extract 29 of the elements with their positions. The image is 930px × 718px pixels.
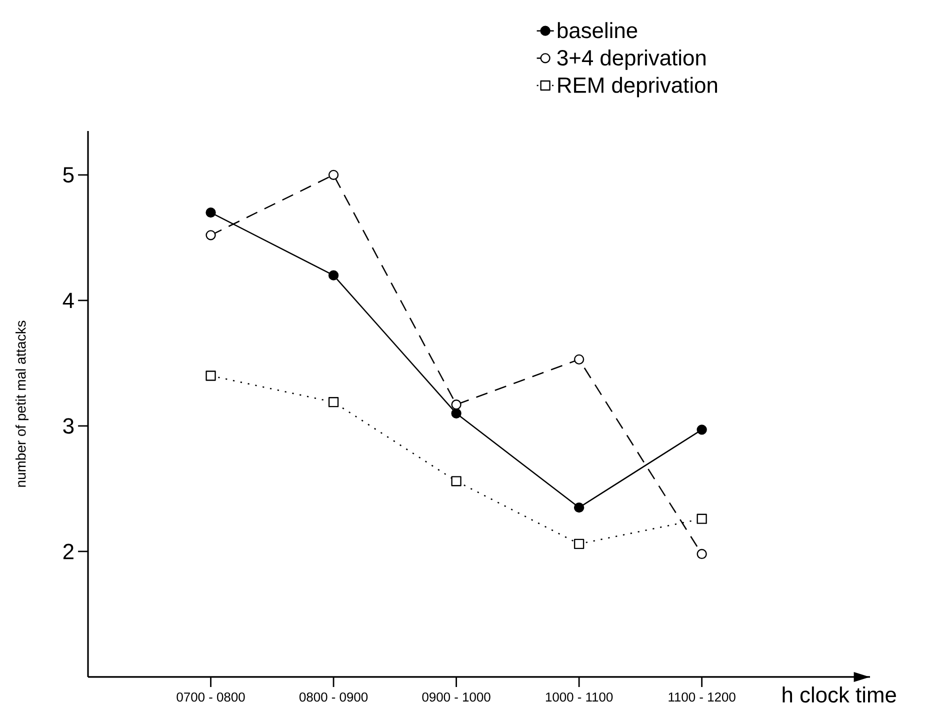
y-tick-label: 3 (63, 418, 74, 434)
point (696, 424, 707, 435)
x-tick-label: 0700 - 0800 (176, 692, 245, 702)
point (206, 230, 216, 240)
point (206, 207, 216, 218)
point (574, 354, 584, 365)
point (451, 476, 462, 486)
point (574, 502, 584, 513)
x-tick-label: 1100 - 1200 (668, 692, 736, 702)
point (696, 548, 707, 560)
x-tick-label: 0900 - 1000 (422, 692, 490, 702)
point (451, 400, 462, 410)
x-tick-label: 1000 - 1100 (546, 692, 613, 702)
point (328, 270, 339, 280)
y-tick-label: 5 (63, 167, 74, 183)
y-tick-label: 4 (62, 292, 74, 308)
legend-label: REM deprivation (558, 76, 718, 98)
x-axis-title: h clock time (782, 686, 896, 703)
y-tick-label: 2 (63, 544, 74, 560)
x-tick-label: 0800 - 0900 (299, 692, 368, 702)
point (574, 538, 584, 550)
point (328, 397, 339, 408)
legend-label: baseline (558, 22, 638, 38)
point (206, 370, 216, 381)
legend-label: 3+4 deprivation (557, 49, 706, 70)
point (696, 514, 707, 524)
point (451, 408, 462, 418)
point (328, 170, 339, 180)
y-axis-title: number of petit mal attacks (16, 320, 29, 487)
